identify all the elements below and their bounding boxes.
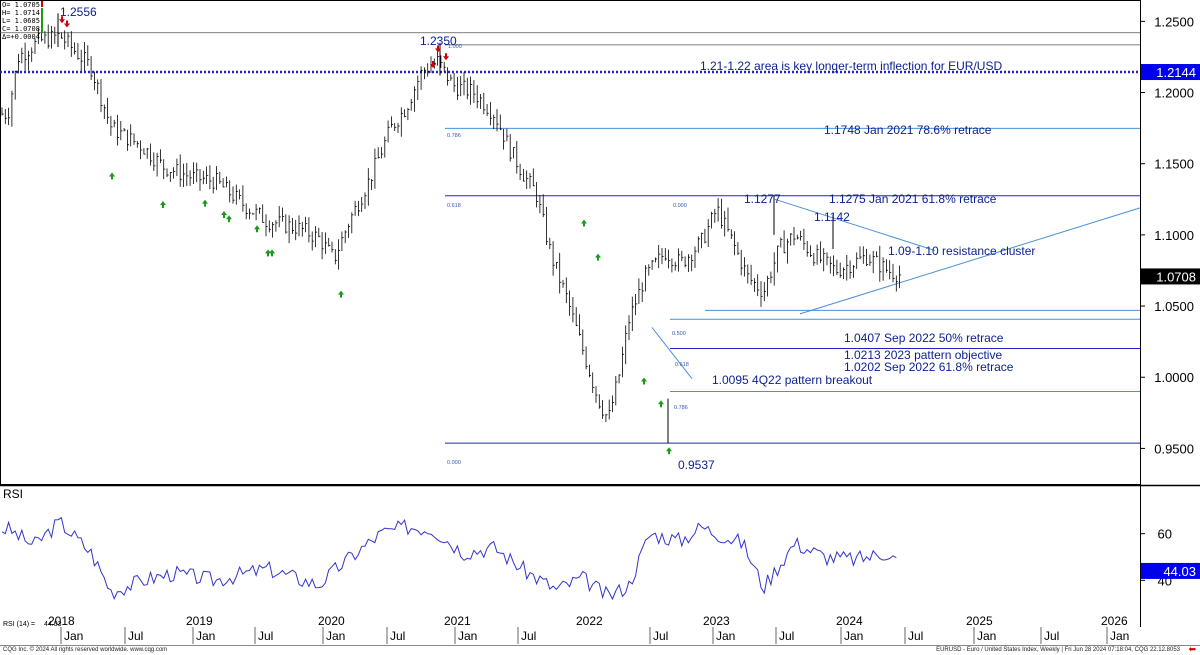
ohlc-close: C= 1.0708 (2, 25, 40, 33)
price-axis-label: 0.9500 (1154, 441, 1194, 456)
time-axis-month-label: Jan (977, 629, 996, 643)
time-axis-month-label: Jul (779, 629, 794, 643)
fib-ratio-label: 0.000 (447, 460, 461, 466)
time-axis-year-label: 2021 (444, 614, 471, 628)
down-arrow-icon (64, 20, 70, 28)
up-arrow-icon (221, 210, 227, 218)
scroll-arrow-icon[interactable]: ⬅ (1188, 644, 1196, 654)
time-axis-month-label: Jan (716, 629, 735, 643)
time-axis-year-label: 2018 (48, 614, 75, 628)
price-axis-label: 1.1500 (1154, 157, 1194, 172)
trend-line-breakout (651, 327, 693, 379)
time-axis-year-label: 2024 (836, 614, 863, 628)
fib-ratio-label: 0.786 (674, 405, 688, 411)
fib-ratio-label: 0.618 (675, 362, 689, 368)
annotation-retr-2022-618: 1.0202 Sep 2022 61.8% retrace (844, 360, 1014, 374)
up-arrow-icon (226, 215, 232, 223)
level-tag-1-2144: 1.2144 (1156, 65, 1196, 80)
time-axis-year-label: 2020 (318, 614, 345, 628)
up-arrow-icon (269, 249, 275, 257)
down-arrow-icon (59, 16, 65, 24)
time-axis-month-label: Jul (521, 629, 536, 643)
time-axis-month-label: Jul (908, 629, 923, 643)
up-arrow-icon (641, 377, 647, 385)
annotation-retr-618: 1.1275 Jan 2021 61.8% retrace (829, 192, 997, 206)
annotation-breakout: 1.0095 4Q22 pattern breakout (712, 373, 873, 387)
rsi-title: RSI (3, 487, 23, 501)
down-arrow-icon (435, 45, 441, 53)
trend-line-support (799, 207, 1141, 315)
time-axis-year-label: 2025 (966, 614, 993, 628)
current-price-tag-box (1141, 268, 1200, 285)
up-arrow-icon (658, 400, 664, 408)
fib-ratio-label: 1.000 (448, 44, 462, 50)
annotation-inflection: 1.21-1.22 area is key longer-term inflec… (700, 59, 1002, 73)
time-axis-month-label: Jan (326, 629, 345, 643)
annotation-hi-1.1142: 1.1142 (814, 210, 850, 224)
up-arrow-icon (160, 200, 166, 208)
time-axis-month-label: Jan (196, 629, 215, 643)
time-axis-month-label: Jul (1044, 629, 1059, 643)
up-arrow-icon (202, 199, 208, 207)
rsi-period-label: RSI (14) = (3, 621, 35, 628)
footer-symbol-info: EURUSD - Euro / United States Index, Wee… (936, 647, 1180, 653)
ohlc-legend-green-bar (41, 8, 43, 33)
up-arrow-icon (595, 253, 601, 261)
ohlc-low: L= 1.0685 (2, 17, 40, 25)
time-axis-month-label: Jan (458, 629, 477, 643)
annotation-retr-500: 1.0407 Sep 2022 50% retrace (844, 331, 1004, 345)
time-axis-month-label: Jan (844, 629, 863, 643)
footer-copyright: CQG Inc. © 2024 All rights reserved worl… (3, 647, 168, 653)
down-arrow-icon (443, 53, 449, 61)
price-axis-label: 1.0000 (1154, 370, 1194, 385)
down-arrow-icon (430, 61, 436, 69)
ohlc-high: H= 1.0714 (2, 9, 40, 17)
ohlc-legend-red-bar (41, 1, 43, 7)
time-axis-month-label: Jan (1110, 629, 1129, 643)
fib-ratio-label: 0.618 (447, 203, 461, 209)
ohlc-readout: O= 1.0705 H= 1.0714 L= 1.0685 C= 1.0708 … (2, 1, 40, 41)
time-axis-month-label: Jul (258, 629, 273, 643)
annotation-hi-1.2350: 1.2350 (420, 34, 457, 48)
rsi-line (1, 516, 897, 601)
fib-ratio-label: 0.000 (673, 203, 687, 209)
up-arrow-icon (109, 172, 115, 180)
trend-line-resistance (774, 198, 936, 252)
annotation-resistance: 1.09-1.10 resistance cluster (888, 244, 1035, 258)
price-axis-label: 1.0500 (1154, 299, 1194, 314)
price-axis-label: 1.1000 (1154, 228, 1194, 243)
annotation-retr-786: 1.1748 Jan 2021 78.6% retrace (824, 123, 992, 137)
rsi-axis-label: 60 (1158, 527, 1172, 542)
rsi-value-tag-box (1141, 562, 1200, 579)
fib-ratio-label: 0.786 (447, 133, 461, 139)
time-axis-year-label: 2022 (576, 614, 603, 628)
up-arrow-icon (254, 225, 260, 233)
time-axis-month-label: Jul (390, 629, 405, 643)
rsi-value-tag: 44.03 (1163, 564, 1196, 579)
time-axis-month-label: Jul (653, 629, 668, 643)
up-arrow-icon (581, 219, 587, 227)
up-arrow-icon (265, 249, 271, 257)
annotation-hi-1.1277: 1.1277 (744, 192, 781, 206)
annotation-lo-0.9537: 0.9537 (678, 458, 715, 472)
price-axis-label: 1.2000 (1154, 86, 1194, 101)
level-tag-box (1141, 64, 1200, 81)
price-axis-label: 1.2500 (1154, 14, 1194, 29)
time-axis-year-label: 2023 (703, 614, 730, 628)
footer-bar: CQG Inc. © 2024 All rights reserved worl… (0, 645, 1200, 655)
up-arrow-icon (338, 290, 344, 298)
ohlc-change: Δ=+0.0004 (2, 33, 40, 41)
time-axis-year-label: 2019 (186, 614, 213, 628)
ohlc-open: O= 1.0705 (2, 1, 40, 9)
annotation-hi-1.2556: 1.2556 (60, 5, 97, 19)
time-axis-month-label: Jan (64, 629, 83, 643)
annotation-objective: 1.0213 2023 pattern objective (844, 348, 1002, 362)
current-price-tag: 1.0708 (1156, 269, 1196, 284)
fib-ratio-label: 0.500 (672, 331, 686, 337)
time-axis-year-label: 2026 (1101, 614, 1128, 628)
up-arrow-icon (666, 447, 672, 455)
time-axis-month-label: Jul (128, 629, 143, 643)
rsi-period-value: 44.03 (44, 621, 62, 628)
